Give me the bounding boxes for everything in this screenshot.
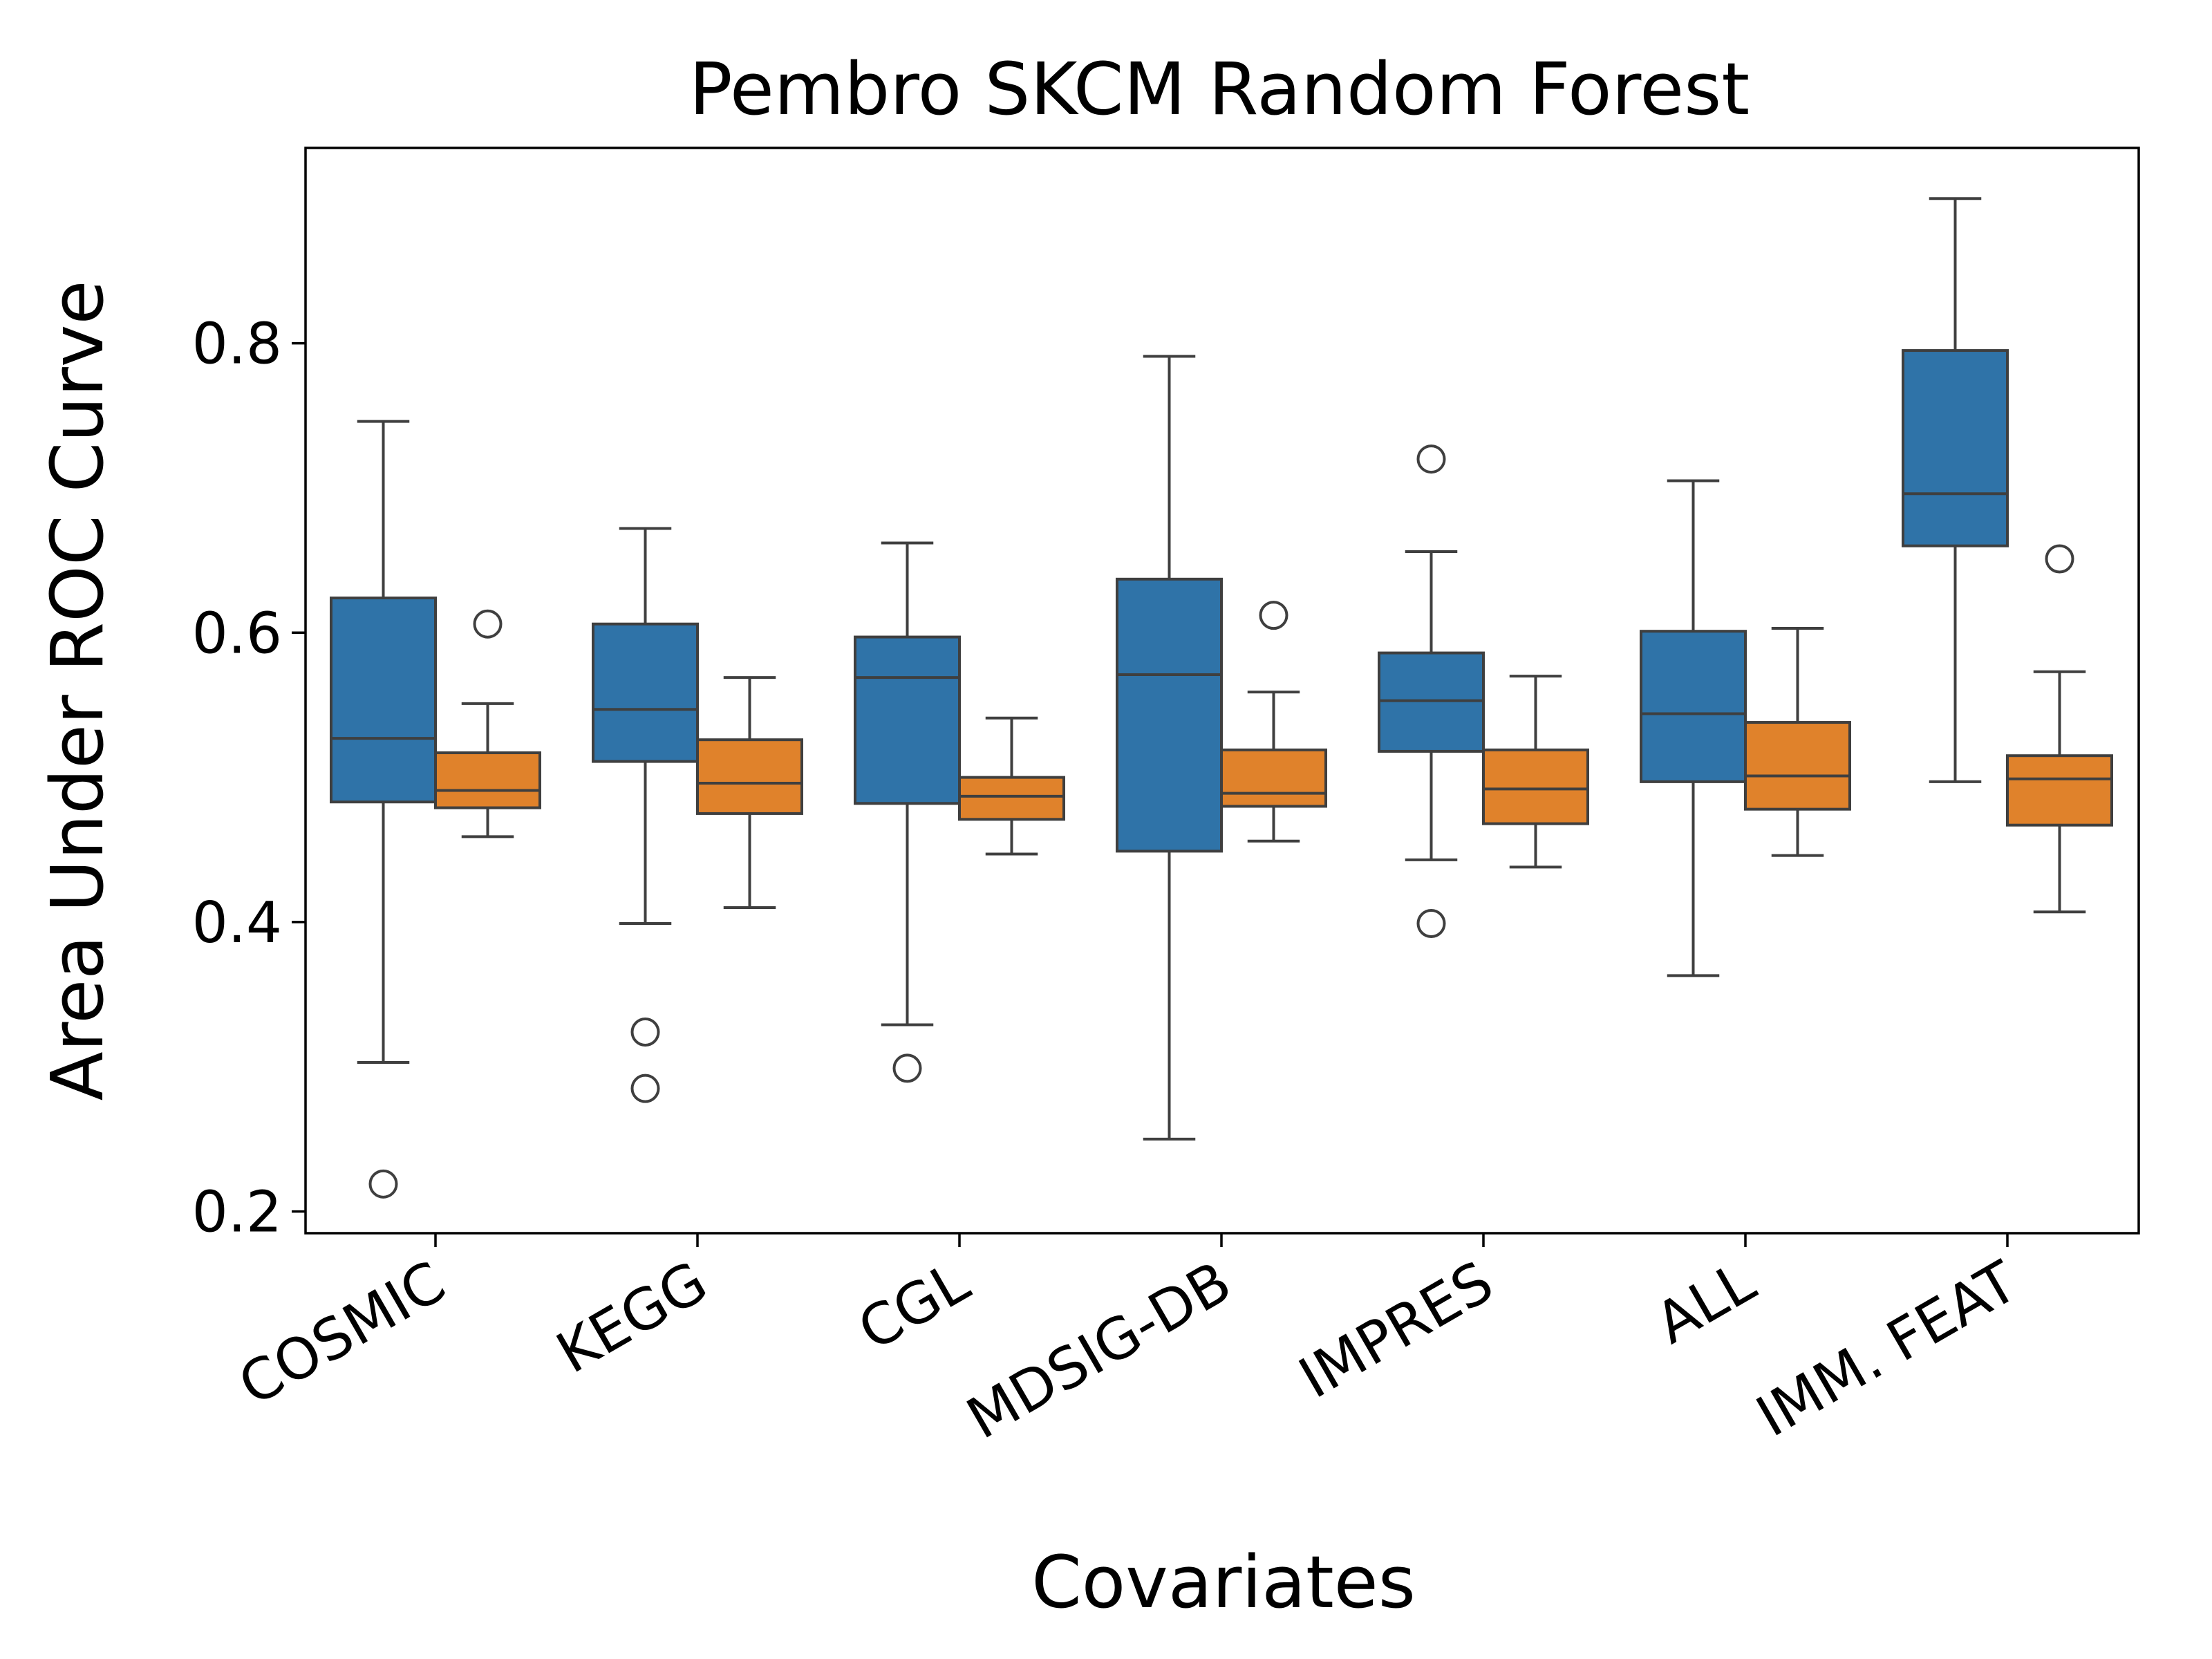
x-tick-label: IMPRES (1288, 1249, 1504, 1412)
box-iqr (1902, 349, 2009, 547)
box-iqr (1744, 721, 1851, 811)
y-tick-label: 0.2 (192, 1180, 282, 1246)
outlier-point (2045, 544, 2074, 574)
plot-area (330, 197, 2113, 1199)
box-1-cgl (854, 541, 961, 1083)
chart-title: Pembro SKCM Random Forest (689, 47, 1750, 131)
outlier-point (630, 1074, 660, 1103)
box-iqr (1116, 577, 1223, 853)
box-2-impres (1482, 675, 1589, 869)
outlier-point (1259, 601, 1288, 630)
box-2-cgl (958, 716, 1065, 856)
outlier-point (1416, 909, 1446, 939)
box-1-imm-feat (1902, 197, 2009, 783)
box-1-kegg (592, 527, 699, 1103)
x-tick-label: KEGG (546, 1249, 718, 1387)
box-2-kegg (696, 676, 803, 909)
outlier-point (630, 1018, 660, 1047)
box-2-mdsig-db (1220, 601, 1327, 843)
x-tick-label: MDSIG-DB (956, 1249, 1242, 1452)
x-tick-label: CGL (847, 1249, 980, 1364)
box-2-all (1744, 626, 1851, 857)
box-iqr (434, 751, 541, 809)
box-1-impres (1378, 444, 1485, 939)
box-2-imm-feat (2006, 544, 2113, 914)
box-1-mdsig-db (1116, 355, 1223, 1141)
box-iqr (1220, 748, 1327, 808)
box-iqr (330, 597, 437, 804)
x-tick-label: IMM. FEAT (1746, 1249, 2029, 1450)
box-iqr (696, 738, 803, 815)
box-2-cosmic (434, 609, 541, 838)
x-tick-label: COSMIC (228, 1249, 456, 1418)
outlier-point (368, 1169, 398, 1199)
x-axis-label: Covariates (1031, 1540, 1416, 1624)
y-axis: 0.2 0.4 0.6 0.8 (192, 312, 306, 1246)
box-iqr (592, 622, 699, 763)
box-iqr (1378, 651, 1485, 753)
box-iqr (1640, 630, 1747, 783)
box-iqr (2006, 754, 2113, 827)
y-tick-label: 0.6 (192, 601, 282, 666)
y-tick-label: 0.4 (192, 890, 282, 956)
x-tick-label: ALL (1645, 1249, 1766, 1357)
box-iqr (854, 635, 961, 805)
y-tick-label: 0.8 (192, 312, 282, 377)
box-1-all (1640, 479, 1747, 977)
outlier-point (473, 609, 503, 639)
box-1-cosmic (330, 420, 437, 1199)
outlier-point (892, 1053, 922, 1083)
outlier-point (1416, 444, 1446, 474)
box-iqr (958, 776, 1065, 821)
box-iqr (1482, 748, 1589, 825)
y-axis-label: Area Under ROC Curve (35, 281, 120, 1101)
